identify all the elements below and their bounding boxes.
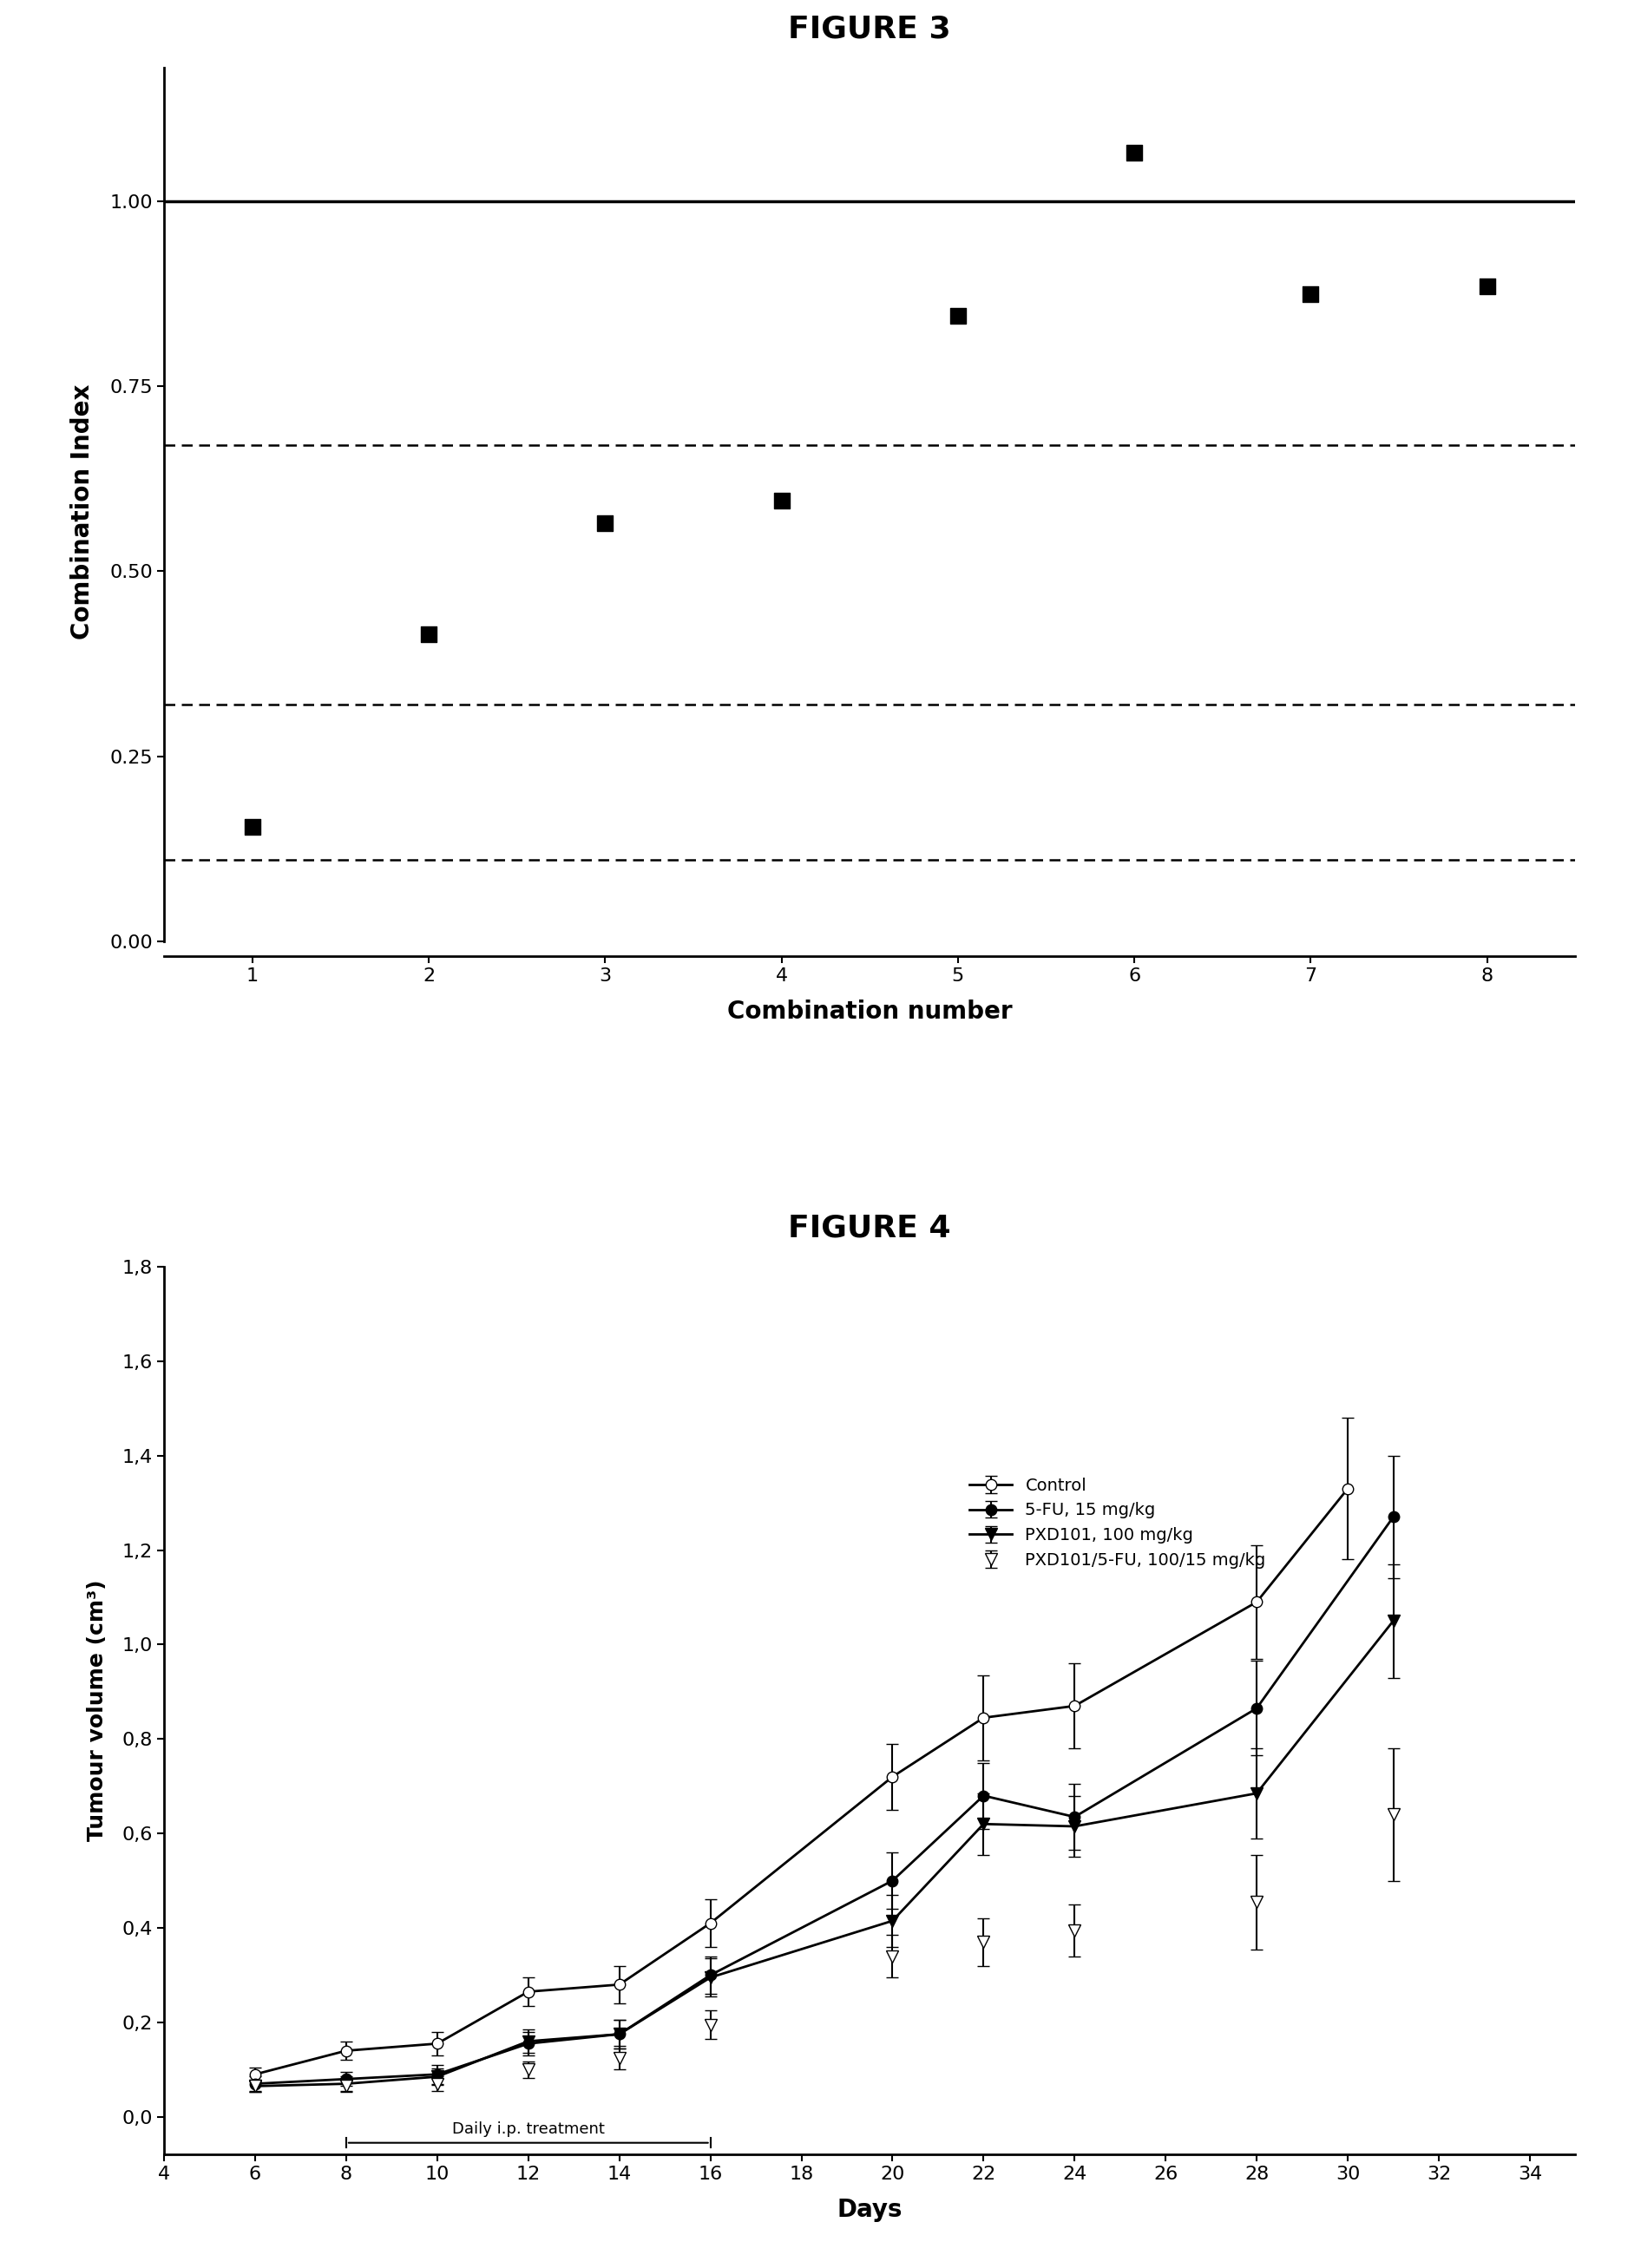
Point: [945, 297, 971, 333]
Point: [592, 506, 619, 542]
Point: [768, 483, 794, 519]
Point: [240, 807, 266, 844]
Legend: Control, 5-FU, 15 mg/kg, PXD101, 100 mg/kg, PXD101/5-FU, 100/15 mg/kg: Control, 5-FU, 15 mg/kg, PXD101, 100 mg/…: [963, 1470, 1273, 1576]
X-axis label: Days: Days: [837, 2198, 903, 2223]
Y-axis label: Tumour volume (cm³): Tumour volume (cm³): [87, 1581, 107, 1842]
Y-axis label: Combination Index: Combination Index: [71, 383, 95, 640]
Point: [1474, 268, 1500, 304]
Title: FIGURE 3: FIGURE 3: [788, 14, 952, 43]
X-axis label: Combination number: Combination number: [727, 1000, 1012, 1023]
Point: [1121, 136, 1147, 172]
Text: Daily i.p. treatment: Daily i.p. treatment: [451, 2121, 604, 2136]
Point: [1298, 277, 1324, 313]
Title: FIGURE 4: FIGURE 4: [788, 1213, 952, 1243]
Point: [415, 617, 441, 653]
